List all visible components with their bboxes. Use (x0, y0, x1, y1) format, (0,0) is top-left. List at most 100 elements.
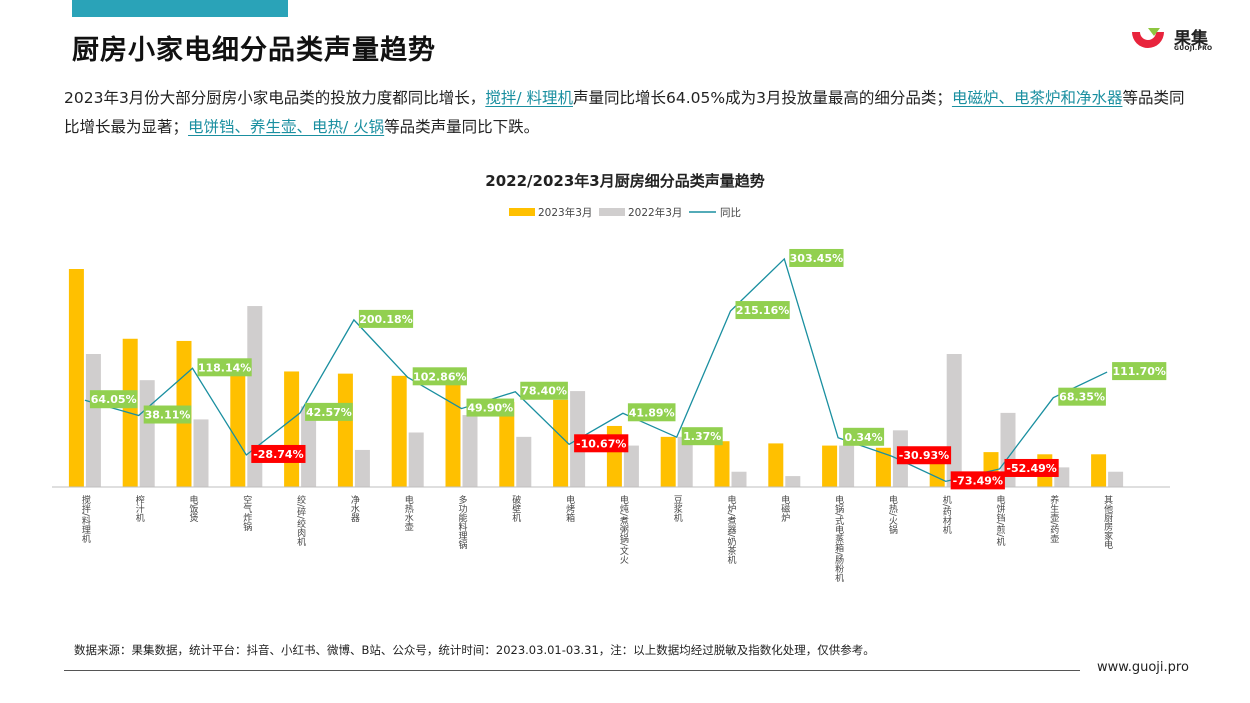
legend-swatch-2023 (509, 208, 535, 216)
data-label-3: -28.74% (253, 448, 303, 461)
data-label-box-0 (89, 390, 138, 409)
bar-2022-19 (1108, 471, 1124, 487)
bar-2022-12 (731, 471, 747, 487)
data-label-box-3 (251, 444, 306, 463)
bar-2023-5 (337, 373, 353, 487)
data-label-box-14 (843, 427, 885, 446)
data-label-box-18 (1058, 387, 1106, 406)
data-label-7: 49.90% (467, 402, 513, 415)
brand-logo: 果集 GUOJI.PRO (1130, 22, 1220, 58)
x-tick-label-13: 电磁炉 (779, 494, 790, 523)
data-label-box-13 (789, 248, 844, 267)
bar-2023-3 (230, 362, 246, 487)
bar-2022-2 (193, 419, 209, 487)
bar-2022-1 (139, 380, 155, 487)
summary-highlight-link[interactable]: 电磁炉、电茶炉和净水器 (951, 89, 1123, 107)
bar-2022-10 (623, 445, 639, 487)
data-label-13: 303.45% (790, 252, 843, 265)
bar-2023-4 (284, 371, 300, 487)
data-label-box-15 (896, 446, 952, 465)
bar-2023-8 (499, 401, 515, 487)
bar-2022-13 (785, 476, 801, 487)
data-label-box-9 (574, 434, 629, 453)
bar-2023-13 (768, 443, 784, 487)
data-label-1: 38.11% (145, 409, 191, 422)
x-tick-label-12: 电炉/煮器/奶茶机 (726, 494, 737, 565)
summary-paragraph: 2023年3月份大部分厨房小家电品类的投放力度都同比增长，搅拌/ 料理机声量同比… (64, 84, 1189, 142)
summary-text: 等品类同比增长最为显著； (64, 89, 1185, 136)
data-label-2: 118.14% (198, 361, 251, 374)
bar-2023-15 (875, 447, 891, 487)
data-label-8: 78.40% (521, 385, 567, 398)
bar-2022-14 (839, 445, 855, 487)
summary-text: 等品类声量同比下跌。 (384, 118, 540, 136)
data-label-box-5 (358, 309, 414, 328)
legend-swatch-2022 (599, 208, 625, 216)
summary-text: 声量同比增长64.05%成为3月投放量最高的细分品类； (572, 89, 952, 107)
bar-2022-4 (301, 406, 317, 487)
summary-highlight-link[interactable]: 电饼铛、养生壶、电热/ 火锅 (188, 118, 385, 136)
x-tick-label-8: 破壁机 (510, 494, 521, 523)
data-label-15: -30.93% (899, 449, 949, 462)
x-tick-label-2: 电饭煲 (188, 494, 199, 523)
logo-domain: GUOJI.PRO (1174, 45, 1213, 52)
data-label-box-17 (1004, 458, 1059, 477)
x-tick-label-4: 绞/碎/绞肉机 (295, 494, 306, 547)
data-label-9: -10.67% (576, 437, 626, 450)
summary-highlight-link[interactable]: 搅拌/ 料理机 (485, 89, 573, 107)
data-label-16: -73.49% (953, 474, 1003, 487)
bar-2022-0 (85, 354, 101, 487)
bar-2023-14 (822, 445, 838, 487)
bar-2022-3 (247, 306, 263, 487)
x-tick-label-7: 多功能料理锅 (457, 494, 468, 550)
x-tick-label-0: 搅拌/料理机 (80, 494, 91, 544)
bar-2023-12 (714, 441, 730, 487)
data-label-box-8 (520, 381, 568, 400)
bar-2023-0 (68, 269, 84, 487)
data-label-4: 42.57% (306, 406, 352, 419)
summary-text: 2023年3月份大部分厨房小家电品类的投放力度都同比增长， (64, 89, 486, 107)
x-tick-label-3: 空气炸锅 (241, 494, 252, 532)
data-label-19: 111.70% (1112, 365, 1165, 378)
data-label-12: 215.16% (736, 304, 789, 317)
x-tick-label-5: 净水器 (349, 494, 360, 522)
top-accent-bar (72, 0, 288, 17)
data-label-box-7 (466, 398, 515, 417)
legend-label-2023: 2023年3月 (538, 206, 592, 219)
x-tick-label-18: 养生壶/药壶 (1048, 494, 1059, 543)
data-label-box-12 (735, 301, 790, 320)
data-label-box-4 (305, 402, 353, 421)
bar-2022-6 (408, 432, 424, 487)
x-tick-label-15: 电热/火锅 (887, 494, 898, 535)
data-label-0: 64.05% (91, 393, 137, 406)
bar-2023-19 (1091, 454, 1107, 487)
data-label-box-2 (197, 358, 252, 377)
data-label-14: 0.34% (845, 431, 883, 444)
trend-chart: 2022/2023年3月厨房细分品类声量趋势 2023年3月 2022年3月 同… (52, 172, 1170, 583)
data-label-box-16 (950, 471, 1005, 490)
data-label-11: 1.37% (683, 430, 721, 443)
chart-legend: 2023年3月 2022年3月 同比 (509, 206, 741, 219)
chart-title: 2022/2023年3月厨房细分品类声量趋势 (485, 172, 764, 190)
x-tick-label-11: 豆浆机 (672, 495, 683, 523)
data-label-5: 200.18% (359, 313, 412, 326)
x-tick-label-14: 电锅/式电蒸箱/肠粉机 (833, 494, 844, 583)
bar-2023-11 (660, 436, 676, 487)
logo-name: 果集 (1174, 29, 1208, 49)
bar-2023-9 (553, 399, 569, 487)
bar-2023-7 (445, 384, 461, 487)
x-tick-label-17: 电饼铛/煎/机 (995, 494, 1006, 547)
bar-2022-7 (462, 415, 478, 487)
page-title: 厨房小家电细分品类声量趋势 (72, 35, 436, 66)
data-label-box-19 (1112, 362, 1167, 381)
legend-label-yoy: 同比 (720, 206, 741, 219)
website-url[interactable]: www.guoji.pro (1097, 660, 1189, 675)
data-label-box-1 (143, 405, 192, 424)
footer-divider (64, 670, 1080, 671)
bar-2022-8 (516, 436, 532, 487)
x-tick-label-19: 其他厨房家电 (1102, 495, 1113, 549)
data-label-box-6 (412, 367, 467, 386)
logo-icon (1132, 28, 1164, 48)
x-tick-label-10: 电炖/煮粥锅/文火 (618, 494, 629, 564)
legend-label-2022: 2022年3月 (628, 206, 682, 219)
